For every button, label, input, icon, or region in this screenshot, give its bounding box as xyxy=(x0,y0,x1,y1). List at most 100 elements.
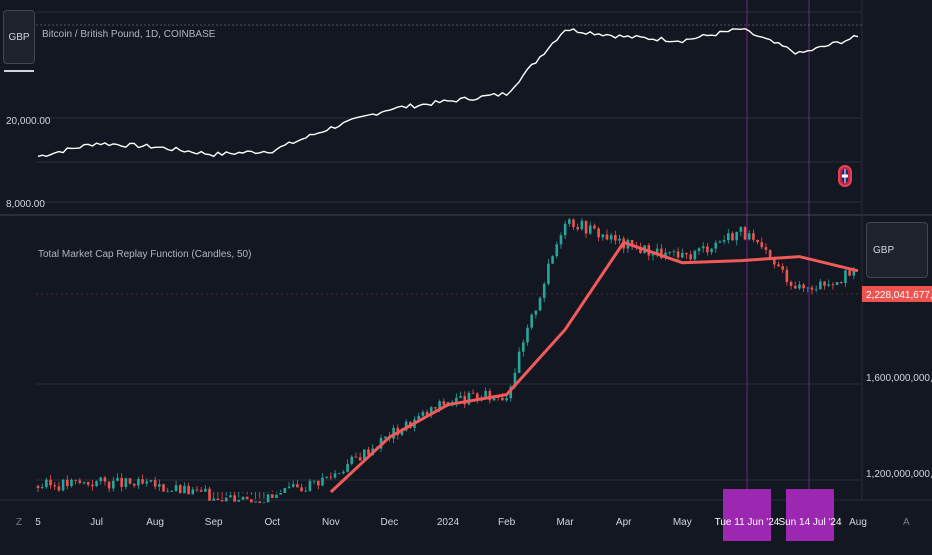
x-tick-label: Aug xyxy=(146,517,164,528)
candle-body xyxy=(714,242,718,249)
candle-body xyxy=(798,284,801,289)
candle-body xyxy=(555,244,559,257)
date-highlight-box-1 xyxy=(723,489,771,541)
candle-body xyxy=(191,489,195,495)
candle-body xyxy=(735,231,738,241)
candle-body xyxy=(317,480,320,486)
candle-body xyxy=(149,480,153,482)
candle-body xyxy=(208,488,211,501)
bottom-y-label-1600b: 1,600,000,000,000.00 xyxy=(866,373,932,384)
candle-body xyxy=(363,449,366,461)
candle-body xyxy=(814,289,818,291)
x-tick-label: 2024 xyxy=(437,517,460,528)
candle-body xyxy=(241,496,245,500)
candle-body xyxy=(40,487,44,488)
candle-body xyxy=(614,235,617,241)
candle-body xyxy=(739,227,743,232)
x-tick-label: Sep xyxy=(205,517,223,528)
candle-body xyxy=(321,477,324,486)
candle-body xyxy=(597,228,600,238)
btc-gbp-price-line[interactable] xyxy=(37,27,859,158)
candle-body xyxy=(827,284,831,286)
candle-body xyxy=(685,252,688,255)
moving-average-50-line[interactable] xyxy=(329,240,859,494)
candle-body xyxy=(580,220,584,230)
candle-body xyxy=(333,473,337,478)
candle-body xyxy=(95,481,98,487)
candle-body xyxy=(342,471,345,474)
candle-body xyxy=(103,477,107,482)
candle-body xyxy=(145,481,149,484)
candle-body xyxy=(777,264,780,267)
candle-body xyxy=(187,485,190,495)
candle-body xyxy=(178,485,182,494)
bottom-currency-button[interactable]: GBP xyxy=(866,222,928,278)
candle-body xyxy=(350,456,354,464)
candle-body xyxy=(488,390,492,401)
candle-body xyxy=(689,254,692,260)
auto-scale-button[interactable]: A xyxy=(903,517,910,528)
candle-body xyxy=(844,270,847,283)
candle-body xyxy=(300,487,303,492)
candle-body xyxy=(199,490,203,492)
candle-body xyxy=(609,235,613,240)
candle-body xyxy=(367,449,370,456)
candle-body xyxy=(421,411,425,416)
candle-body xyxy=(99,477,103,482)
candle-body xyxy=(693,250,697,260)
candle-body xyxy=(329,476,333,478)
candle-body xyxy=(266,494,270,503)
candle-body xyxy=(789,282,793,286)
top-currency-button[interactable]: GBP xyxy=(3,10,35,64)
candle-body xyxy=(680,252,684,258)
candle-body xyxy=(697,248,701,251)
candle-body xyxy=(718,241,722,243)
top-pane-legend[interactable]: Bitcoin / British Pound, 1D, COINBASE xyxy=(42,29,216,40)
candle-body xyxy=(216,498,220,501)
date-highlight-label-1: Tue 11 Jun '24 xyxy=(715,517,780,528)
candle-body xyxy=(756,239,759,243)
candle-body xyxy=(120,477,123,487)
x-tick-label: Feb xyxy=(498,517,516,528)
candle-body xyxy=(91,484,94,487)
candle-body xyxy=(65,479,69,487)
candle-body xyxy=(82,481,86,483)
candle-body xyxy=(710,248,713,253)
x-tick-label: Apr xyxy=(616,517,632,528)
top-grid xyxy=(36,11,862,203)
candle-body xyxy=(672,251,676,253)
candle-body xyxy=(563,223,567,236)
candle-body xyxy=(601,234,605,238)
candle-body xyxy=(467,392,471,405)
candle-body xyxy=(831,284,835,286)
date-highlight-box-2 xyxy=(786,489,834,541)
candle-body xyxy=(429,407,433,415)
candle-body xyxy=(70,479,73,487)
bottom-pane-legend[interactable]: Total Market Cap Replay Function (Candle… xyxy=(38,249,251,260)
candle-body xyxy=(588,225,592,234)
candle-body xyxy=(78,480,82,483)
candle-body xyxy=(275,494,278,498)
candle-body xyxy=(434,407,437,409)
candle-body xyxy=(74,479,77,481)
candle-body xyxy=(768,249,772,258)
candle-body xyxy=(279,492,282,495)
candle-body xyxy=(835,282,839,285)
bottom-y-label-1200b: 1,200,000,000,000.00 xyxy=(866,469,932,480)
scale-left-button[interactable]: Z xyxy=(16,517,22,528)
candle-body xyxy=(618,238,621,241)
candle-body xyxy=(455,397,458,403)
candle-body xyxy=(283,487,287,493)
x-tick-label: Oct xyxy=(265,517,281,528)
candle-body xyxy=(166,491,169,493)
candle-body xyxy=(233,495,236,502)
uk-flag-icon[interactable] xyxy=(838,165,852,187)
candle-body xyxy=(760,242,764,248)
last-price-badge xyxy=(862,286,932,302)
candle-body xyxy=(212,498,216,501)
candle-body xyxy=(639,247,642,254)
candle-body xyxy=(655,248,659,255)
candle-body xyxy=(706,246,709,253)
candle-body xyxy=(568,219,571,224)
